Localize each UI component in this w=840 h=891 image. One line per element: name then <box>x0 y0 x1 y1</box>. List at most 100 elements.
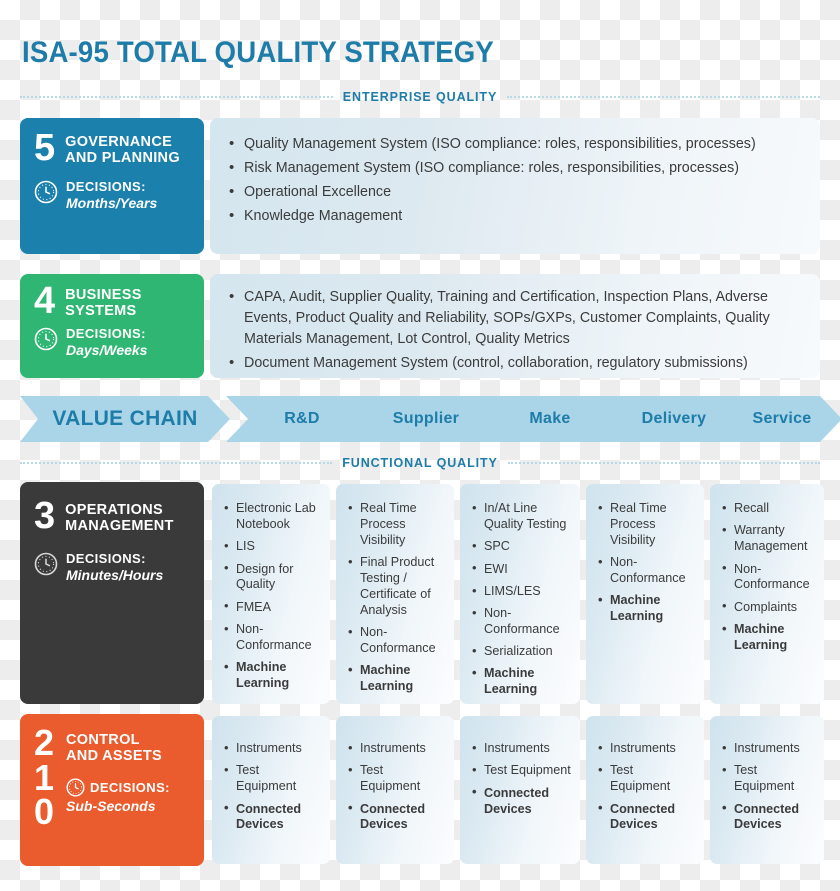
operations-column-delivery: Real Time Process VisibilityNon-Conforma… <box>586 484 704 704</box>
list-item: FMEA <box>224 596 322 618</box>
level-210-decisions-value: Sub-Seconds <box>66 798 156 815</box>
list-item: Connected Devices <box>472 782 572 820</box>
list-item: CAPA, Audit, Supplier Quality, Training … <box>229 285 804 351</box>
list-item: Real Time Process Visibility <box>348 498 446 552</box>
list-item: LIS <box>224 536 322 558</box>
control-list-delivery: InstrumentsTest EquipmentConnected Devic… <box>586 716 704 846</box>
level-2-number: 2 <box>34 722 55 763</box>
list-item: Non-Conformance <box>722 558 816 596</box>
level-210-heading: 2 1 0 CONTROL AND ASSETS DECISIONS: <box>34 722 192 833</box>
list-item: Warranty Management <box>722 520 816 558</box>
value-chain-stage-rd[interactable]: R&D <box>226 396 378 442</box>
value-chain-stage-make[interactable]: Make <box>474 396 626 442</box>
level-4-decisions-text: DECISIONS: Days/Weeks <box>66 326 147 359</box>
divider-line-left <box>20 462 333 464</box>
level-3-title: OPERATIONS MANAGEMENT <box>65 500 174 534</box>
level-4-card[interactable]: 4 BUSINESS SYSTEMS DECISIONS: Days/Weeks <box>20 274 204 378</box>
value-chain-stage-delivery[interactable]: Delivery <box>598 396 750 442</box>
control-list-supplier: InstrumentsTest EquipmentConnected Devic… <box>336 716 454 846</box>
list-item: Machine Learning <box>722 619 816 657</box>
operations-column-service: RecallWarranty ManagementNon-Conformance… <box>710 484 824 704</box>
level-3-decisions-text: DECISIONS: Minutes/Hours <box>66 551 163 584</box>
level-5-decisions: DECISIONS: Months/Years <box>34 179 192 212</box>
operations-list-delivery: Real Time Process VisibilityNon-Conforma… <box>586 484 704 638</box>
clock-icon <box>34 328 58 351</box>
list-item: Instruments <box>598 738 696 760</box>
level-5-bullets-panel: Quality Management System (ISO complianc… <box>210 118 820 254</box>
operations-list-make: In/At Line Quality TestingSPCEWILIMS/LES… <box>460 484 580 711</box>
list-item: SPC <box>472 536 572 558</box>
level-5-decisions-text: DECISIONS: Months/Years <box>66 179 158 212</box>
level-3-decisions-label: DECISIONS: <box>66 551 146 567</box>
level-210-card[interactable]: 2 1 0 CONTROL AND ASSETS DECISIONS: <box>20 714 204 866</box>
divider-line-right <box>507 96 821 98</box>
level-5-card[interactable]: 5 GOVERNANCE AND PLANNING DECISIONS: Mon… <box>20 118 204 254</box>
operations-column-make: In/At Line Quality TestingSPCEWILIMS/LES… <box>460 484 580 704</box>
operations-column-supplier: Real Time Process VisibilityFinal Produc… <box>336 484 454 704</box>
level-210-right: CONTROL AND ASSETS DECISIONS: Sub-Second… <box>66 726 170 814</box>
value-chain-band: VALUE CHAIN R&D Supplier Make Delivery S… <box>20 396 820 442</box>
list-item: LIMS/LES <box>472 581 572 603</box>
value-chain-stage-supplier[interactable]: Supplier <box>350 396 502 442</box>
level-5-number: 5 <box>34 127 56 169</box>
list-item: Design for Quality <box>224 558 322 596</box>
level-4-heading: 4 BUSINESS SYSTEMS <box>34 282 192 320</box>
control-list-make: InstrumentsTest EquipmentConnected Devic… <box>460 716 580 831</box>
list-item: Knowledge Management <box>229 204 804 228</box>
list-item: Test Equipment <box>472 760 572 782</box>
list-item: Machine Learning <box>224 657 322 695</box>
list-item: Quality Management System (ISO complianc… <box>229 132 804 156</box>
list-item: Recall <box>722 498 816 520</box>
level-4-decisions-label: DECISIONS: <box>66 326 146 342</box>
list-item: Electronic Lab Notebook <box>224 498 322 536</box>
list-item: EWI <box>472 558 572 580</box>
list-item: Connected Devices <box>224 798 322 836</box>
list-item: Instruments <box>348 738 446 760</box>
level-5-decisions-label: DECISIONS: <box>66 179 146 195</box>
operations-list-supplier: Real Time Process VisibilityFinal Produc… <box>336 484 454 708</box>
section-label-enterprise: ENTERPRISE QUALITY <box>342 90 498 104</box>
level-4-bullets-panel: CAPA, Audit, Supplier Quality, Training … <box>210 274 820 378</box>
list-item: Final Product Testing / Certificate of A… <box>348 552 446 622</box>
divider-line-left <box>20 96 333 98</box>
level-210-title-line2: AND ASSETS <box>66 747 162 764</box>
operations-column-rd: Electronic Lab NotebookLISDesign for Qua… <box>212 484 330 704</box>
divider-line-right <box>507 462 821 464</box>
list-item: Non-Conformance <box>348 622 446 660</box>
level-4-decisions: DECISIONS: Days/Weeks <box>34 326 192 359</box>
level-210-title: CONTROL AND ASSETS <box>66 730 170 764</box>
level-4-title-line2: SYSTEMS <box>65 302 137 319</box>
list-item: Complaints <box>722 596 816 618</box>
list-item: Instruments <box>722 738 816 760</box>
level-5-decisions-value: Months/Years <box>66 195 158 212</box>
level-5-title-line1: GOVERNANCE <box>65 134 173 150</box>
level-5-bullet-list: Quality Management System (ISO complianc… <box>210 118 820 229</box>
level-4-bullet-list: CAPA, Audit, Supplier Quality, Training … <box>210 274 820 376</box>
list-item: Document Management System (control, col… <box>229 351 804 375</box>
clock-icon <box>34 181 58 204</box>
list-item: Instruments <box>224 738 322 760</box>
list-item: Risk Management System (ISO compliance: … <box>229 156 804 180</box>
list-item: Test Equipment <box>598 760 696 798</box>
level-4-row: 4 BUSINESS SYSTEMS DECISIONS: Days/Weeks <box>20 274 820 378</box>
list-item: Connected Devices <box>348 798 446 836</box>
control-list-rd: InstrumentsTest EquipmentConnected Devic… <box>212 716 330 846</box>
level-4-title-line1: BUSINESS <box>65 287 142 303</box>
level-3-card[interactable]: 3 OPERATIONS MANAGEMENT DECISIONS: Minut… <box>20 482 204 704</box>
control-column-delivery: InstrumentsTest EquipmentConnected Devic… <box>586 716 704 864</box>
list-item: Machine Learning <box>598 590 696 628</box>
level-3-title-line2: MANAGEMENT <box>65 517 174 534</box>
control-column-supplier: InstrumentsTest EquipmentConnected Devic… <box>336 716 454 864</box>
list-item: Non-Conformance <box>472 603 572 641</box>
level-210-numbers: 2 1 0 <box>34 722 55 833</box>
operations-list-rd: Electronic Lab NotebookLISDesign for Qua… <box>212 484 330 705</box>
level-3-heading: 3 OPERATIONS MANAGEMENT <box>34 497 192 535</box>
list-item: Machine Learning <box>472 663 572 701</box>
level-3-title-line1: OPERATIONS <box>65 502 163 518</box>
value-chain-label: VALUE CHAIN <box>20 396 230 442</box>
level-0-number: 0 <box>34 791 55 833</box>
level-4-title: BUSINESS SYSTEMS <box>65 285 142 319</box>
level-3-decisions: DECISIONS: Minutes/Hours <box>34 551 192 584</box>
list-item: In/At Line Quality Testing <box>472 498 572 536</box>
